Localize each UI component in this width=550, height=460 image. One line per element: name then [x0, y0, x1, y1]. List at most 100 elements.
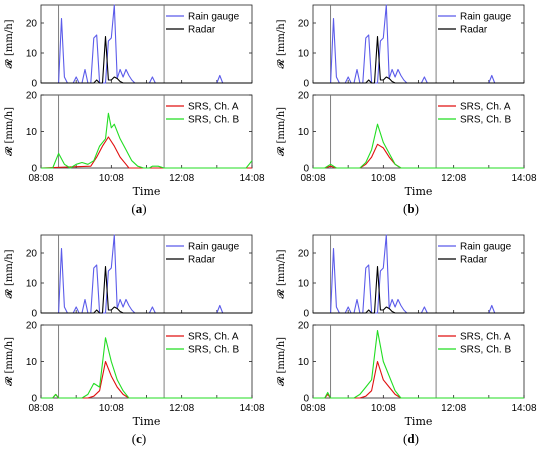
panel-a-top-legend-label-0: Rain gauge: [188, 12, 240, 23]
panel-b-bottom-xtick-label-0: 08:08: [300, 173, 325, 184]
panel-d-top-ytick-label-0: 0: [303, 309, 309, 320]
panel-a-top-axes-frame: [40, 4, 253, 84]
panel-b-top-ytick-label-2: 20: [298, 19, 310, 30]
panel-a-bottom-xtick-label-2: 12:08: [169, 173, 194, 184]
panel-label-d-letter: d: [407, 431, 415, 446]
panel-b-bottom-ylabel: 𝓡 [mm/h]: [275, 107, 287, 156]
panel-a-top-series-radar-line: [41, 35, 252, 84]
panel-c-top-ytick-label-1: 10: [26, 279, 38, 290]
panel-label-b-close: ): [415, 201, 419, 216]
panel-d-top-series-radar-line: [313, 265, 524, 314]
panel-d-bottom-xtick-label-2: 12:08: [441, 403, 466, 414]
panel-label-c-open: (: [132, 431, 136, 446]
panel-label-c: (c): [132, 431, 146, 446]
panel-d-top-axes-frame: [312, 234, 525, 314]
panel-d-bottom-xlabel: Time: [405, 415, 433, 428]
panel-b-top-ytick-label-0: 0: [303, 79, 309, 90]
panel-label-a-letter: a: [136, 201, 143, 216]
panel-b-bottom-xtick-label-3: 14:08: [511, 173, 536, 184]
panel-d-bottom-ytick-label-2: 20: [298, 321, 310, 332]
panel-d-bottom-xtick-label-3: 14:08: [511, 403, 536, 414]
panel-d-bottom-xtick-label-0: 08:08: [300, 403, 325, 414]
panel-c-bottom-legend-label-0: SRS, Ch. A: [188, 332, 239, 343]
panel-c-bottom-series-srs_b-line: [41, 337, 252, 399]
panel-label-b-open: (: [403, 201, 407, 216]
panel-b-bottom-legend-label-0: SRS, Ch. A: [460, 102, 511, 113]
panel-b-top-ytick-label-1: 10: [298, 49, 310, 60]
svg-text:(b): (b): [403, 201, 419, 216]
panel-c-bottom-ytick-label-1: 10: [26, 357, 38, 368]
panel-c-top-legend-label-0: Rain gauge: [188, 242, 240, 253]
svg-text:(c): (c): [132, 431, 146, 446]
panel-b-top-legend-label-0: Rain gauge: [460, 12, 512, 23]
panel-label-d-open: (: [403, 431, 407, 446]
panel-b-top-ylabel: 𝓡 [mm/h]: [275, 19, 287, 68]
panel-c-bottom-ytick-label-0: 0: [31, 394, 37, 405]
panel-b-bottom-ytick-label-0: 0: [303, 164, 309, 175]
panel-a-top-ylabel: 𝓡 [mm/h]: [3, 19, 15, 68]
panel-c-top-ylabel: 𝓡 [mm/h]: [3, 249, 15, 298]
panel-a-bottom-ytick-label-0: 0: [31, 164, 37, 175]
panel-c-bottom-xtick-label-3: 14:08: [239, 403, 264, 414]
panel-c-bottom-ytick-label-2: 20: [26, 321, 38, 332]
panel-b-bottom-ytick-label-2: 20: [298, 91, 310, 102]
panel-d-bottom-series-srs_a-line: [313, 360, 524, 399]
panel-a-bottom-ylabel: 𝓡 [mm/h]: [3, 107, 15, 156]
panel-label-a-open: (: [131, 201, 135, 216]
panel-b-bottom-legend-label-1: SRS, Ch. B: [460, 115, 511, 126]
panel-d-bottom-series-srs_b-line: [313, 329, 524, 399]
panel-a-bottom-legend-label-1: SRS, Ch. B: [188, 115, 239, 126]
panel-d-top-legend-label-1: Radar: [460, 255, 488, 266]
panel-d-bottom-legend-label-1: SRS, Ch. B: [460, 345, 511, 356]
svg-text:(a): (a): [131, 201, 146, 216]
panel-c-top-ytick-label-2: 20: [26, 249, 38, 260]
panel-b-bottom-ytick-label-1: 10: [298, 127, 310, 138]
panel-c-bottom-xtick-label-0: 08:08: [28, 403, 53, 414]
panel-label-b-letter: b: [407, 201, 414, 216]
chart-panel-c: 0 10 20 𝓡 [mm/h] Rain gauge Radar 0 10 20 𝓡 [mm/h…: [3, 234, 265, 428]
panel-a-top-legend-label-1: Radar: [188, 25, 216, 36]
panel-b-bottom-xlabel: Time: [405, 185, 433, 198]
panel-c-bottom-legend-label-1: SRS, Ch. B: [188, 345, 239, 356]
panel-a-bottom-ytick-label-1: 10: [26, 127, 38, 138]
panel-b-bottom-series-srs_b-line: [313, 123, 524, 169]
panel-b-bottom-axes-frame: [312, 94, 525, 169]
panel-b-bottom-xtick-label-2: 12:08: [441, 173, 466, 184]
panel-label-a: (a): [131, 201, 146, 216]
panel-a-bottom-series-srs_a-line: [40, 136, 252, 169]
panel-d-top-ytick-label-2: 20: [298, 249, 310, 260]
panel-b-top-axes-frame: [312, 4, 525, 84]
chart-panel-b: 0 10 20 𝓡 [mm/h] Rain gauge Radar 0 10 20 𝓡 [mm/h…: [275, 4, 537, 198]
panel-d-top-legend-label-0: Rain gauge: [460, 242, 512, 253]
chart-panel-d: 0 10 20 𝓡 [mm/h] Rain gauge Radar 0 10 20 𝓡 [mm/h…: [275, 234, 537, 428]
panel-a-top-ytick-label-1: 10: [26, 49, 38, 60]
panel-a-bottom-xtick-label-1: 10:08: [99, 173, 124, 184]
panel-b-top-legend-label-1: Radar: [460, 25, 488, 36]
panel-c-bottom-xtick-label-2: 12:08: [169, 403, 194, 414]
panel-label-a-close: ): [142, 201, 146, 216]
chart-panel-a: 0 10 20 𝓡 [mm/h] Rain gauge Radar 0 10 20 𝓡 [mm/h…: [3, 4, 265, 198]
panel-c-top-axes-frame: [40, 234, 253, 314]
panel-label-d-close: ): [415, 431, 419, 446]
panel-a-bottom-ytick-label-2: 20: [26, 91, 38, 102]
panel-d-bottom-ytick-label-0: 0: [303, 394, 309, 405]
svg-text:(d): (d): [403, 431, 419, 446]
panel-d-bottom-legend-label-0: SRS, Ch. A: [460, 332, 511, 343]
panel-a-top-ytick-label-0: 0: [31, 79, 37, 90]
panel-label-c-letter: c: [136, 431, 142, 446]
panel-d-bottom-xtick-label-1: 10:08: [371, 403, 396, 414]
panel-b-bottom-xtick-label-1: 10:08: [371, 173, 396, 184]
panel-label-b: (b): [403, 201, 419, 216]
panel-a-bottom-legend-label-0: SRS, Ch. A: [188, 102, 239, 113]
panel-a-bottom-xlabel: Time: [133, 185, 161, 198]
panel-label-d: (d): [403, 431, 419, 446]
panel-d-bottom-ytick-label-1: 10: [298, 357, 310, 368]
panel-d-top-ytick-label-1: 10: [298, 279, 310, 290]
panel-a-bottom-xtick-label-0: 08:08: [28, 173, 53, 184]
panel-a-bottom-series-srs_b-line: [41, 112, 253, 169]
panel-a-bottom-xtick-label-3: 14:08: [239, 173, 264, 184]
panel-b-top-series-radar-line: [313, 35, 524, 84]
panel-d-top-ylabel: 𝓡 [mm/h]: [275, 249, 287, 298]
